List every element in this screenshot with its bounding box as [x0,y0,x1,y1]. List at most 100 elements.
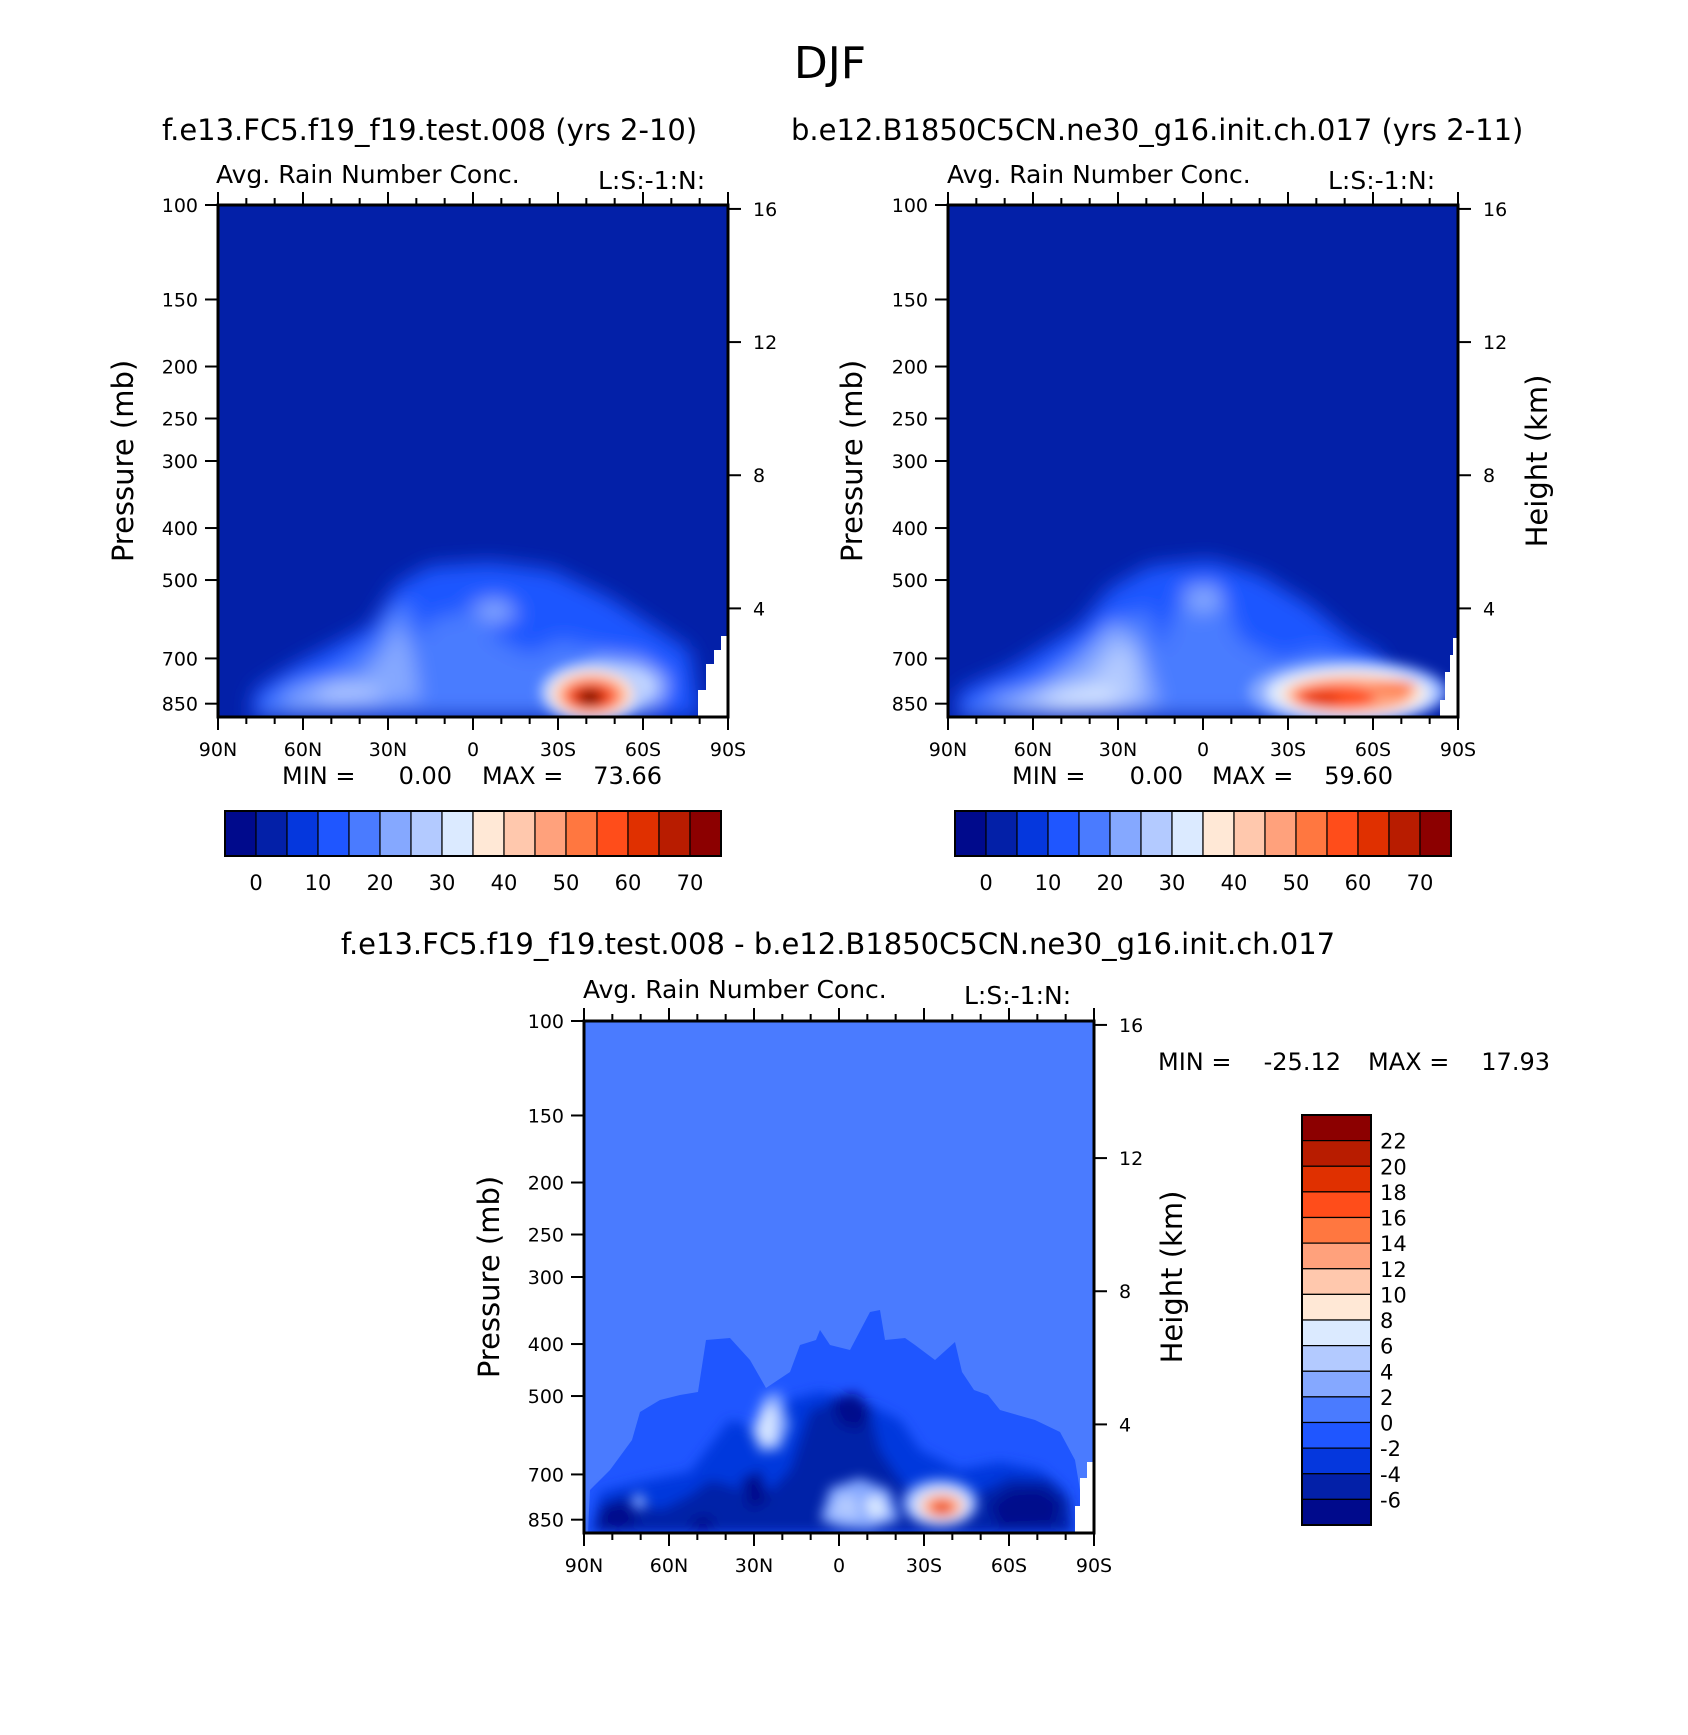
difference-colorbar-label: 10 [1380,1283,1407,1307]
max-label-control: MAX = [1212,762,1293,790]
difference-ytick-label: 250 [528,1225,564,1247]
panel-difference: f.e13.FC5.f19_f19.test.008 - b.e12.B1850… [341,927,1550,1577]
run-title-model: f.e13.FC5.f19_f19.test.008 (yrs 2-10) [162,113,697,147]
model-colorbar-label: 70 [677,871,704,895]
control-colorbar-frame [954,810,1452,857]
model-colorbar-swatch [503,810,536,857]
control-xtick-label: 30S [1270,739,1306,761]
control-colorbar-swatch [1047,810,1080,857]
ylabel-right-difference: Height (km) [1155,1191,1189,1364]
control-colorbar-label: 30 [1159,871,1186,895]
panel-model: f.e13.FC5.f19_f19.test.008 (yrs 2-10) Av… [106,113,777,895]
model-colorbar-swatch [689,810,722,857]
control-xtick-label: 0 [1197,739,1209,761]
control-colorbar-swatch [1078,810,1111,857]
model-colorbar-swatch [379,810,412,857]
model-ytick-right-label: 4 [753,598,765,620]
model-colorbar-label: 30 [429,871,456,895]
control-ytick-label: 150 [892,289,928,311]
min-label-model: MIN = [282,762,355,790]
run-title-control: b.e12.B1850C5CN.ne30_g16.init.ch.017 (yr… [791,113,1523,147]
min-value-model: 0.00 [399,762,452,790]
difference-xtick-label: 90N [565,1555,603,1577]
control-colorbar-swatch [985,810,1018,857]
control-ytick-right-label: 8 [1483,465,1495,487]
max-label-model: MAX = [482,762,563,790]
control-xtick-label: 30N [1099,739,1137,761]
ylabel-difference: Pressure (mb) [472,1176,506,1378]
plot-subtitle-difference: L:S:-1:N: [964,981,1071,1010]
difference-colorbar-swatch [1301,1447,1372,1475]
difference-ytick-right-label: 16 [1119,1015,1143,1037]
model-colorbar-swatch [596,810,629,857]
control-ytick-right-label: 12 [1483,332,1507,354]
max-label-difference: MAX = [1368,1048,1449,1076]
model-colorbar-label: 0 [249,871,262,895]
control-colorbar-swatch [1357,810,1390,857]
control-xtick-label: 60N [1014,739,1052,761]
difference-colorbar-label: 12 [1380,1258,1407,1282]
model-ytick-right-label: 16 [753,199,777,221]
model-colorbar-swatch [627,810,660,857]
contour-field-control [948,205,1458,717]
model-ytick-label: 300 [162,451,198,473]
difference-ytick-right-label: 4 [1119,1414,1131,1436]
control-colorbar-swatch [1295,810,1328,857]
ylabel-control: Pressure (mb) [835,360,869,562]
model-xtick-label: 30N [369,739,407,761]
max-value-control: 59.60 [1324,762,1393,790]
difference-xtick-label: 90S [1076,1555,1112,1577]
control-ytick-label: 700 [892,648,928,670]
control-colorbar-swatch [1202,810,1235,857]
difference-colorbar-label: 8 [1380,1309,1393,1333]
model-colorbar-label: 60 [615,871,642,895]
difference-ytick-label: 500 [528,1386,564,1408]
difference-ytick-right-label: 8 [1119,1281,1131,1303]
model-ytick-label: 500 [162,570,198,592]
control-ytick-label: 500 [892,570,928,592]
model-ytick-label: 250 [162,409,198,431]
difference-colorbar-label: 14 [1380,1232,1407,1256]
model-colorbar-swatch [255,810,288,857]
control-xtick-label: 60S [1355,739,1391,761]
model-ytick-label: 150 [162,289,198,311]
model-colorbar-frame [224,810,722,857]
figure-title: DJF [794,38,866,89]
difference-colorbar-swatch [1301,1498,1372,1526]
difference-colorbar-label: -2 [1380,1437,1401,1461]
control-ytick-label: 400 [892,518,928,540]
model-xtick-label: 0 [467,739,479,761]
model-colorbar-swatch [565,810,598,857]
panel-control: b.e12.B1850C5CN.ne30_g16.init.ch.017 (yr… [791,113,1554,895]
control-xtick-label: 90S [1440,739,1476,761]
model-xtick-label: 90N [199,739,237,761]
difference-colorbar-swatch [1301,1165,1372,1193]
control-colorbar-swatch [1264,810,1297,857]
difference-colorbar-swatch [1301,1370,1372,1398]
plot-subtitle-model: L:S:-1:N: [598,166,705,195]
control-colorbar-swatch [1233,810,1266,857]
difference-colorbar-label: 2 [1380,1386,1393,1410]
difference-ytick-label: 850 [528,1510,564,1532]
plot-title-control: Avg. Rain Number Conc. [947,160,1251,189]
difference-colorbar-swatch [1301,1242,1372,1270]
difference-ytick-right-label: 12 [1119,1148,1143,1170]
model-colorbar-swatch [534,810,567,857]
difference-colorbar-label: 0 [1380,1412,1393,1436]
difference-xtick-label: 30N [735,1555,773,1577]
model-colorbar-swatch [348,810,381,857]
model-colorbar-swatch [658,810,691,857]
difference-colorbar-swatch [1301,1421,1372,1449]
plot-title-model: Avg. Rain Number Conc. [216,160,520,189]
difference-ytick-label: 150 [528,1105,564,1127]
control-colorbar-label: 10 [1035,871,1062,895]
difference-colorbar-label: -6 [1380,1488,1401,1512]
control-colorbar-label: 50 [1283,871,1310,895]
model-colorbar-label: 20 [367,871,394,895]
difference-ytick-label: 300 [528,1267,564,1289]
min-label-control: MIN = [1012,762,1085,790]
model-ytick-right-label: 12 [753,332,777,354]
difference-ytick-label: 100 [528,1011,564,1033]
difference-colorbar-label: 22 [1380,1130,1407,1154]
difference-xtick-label: 60S [991,1555,1027,1577]
